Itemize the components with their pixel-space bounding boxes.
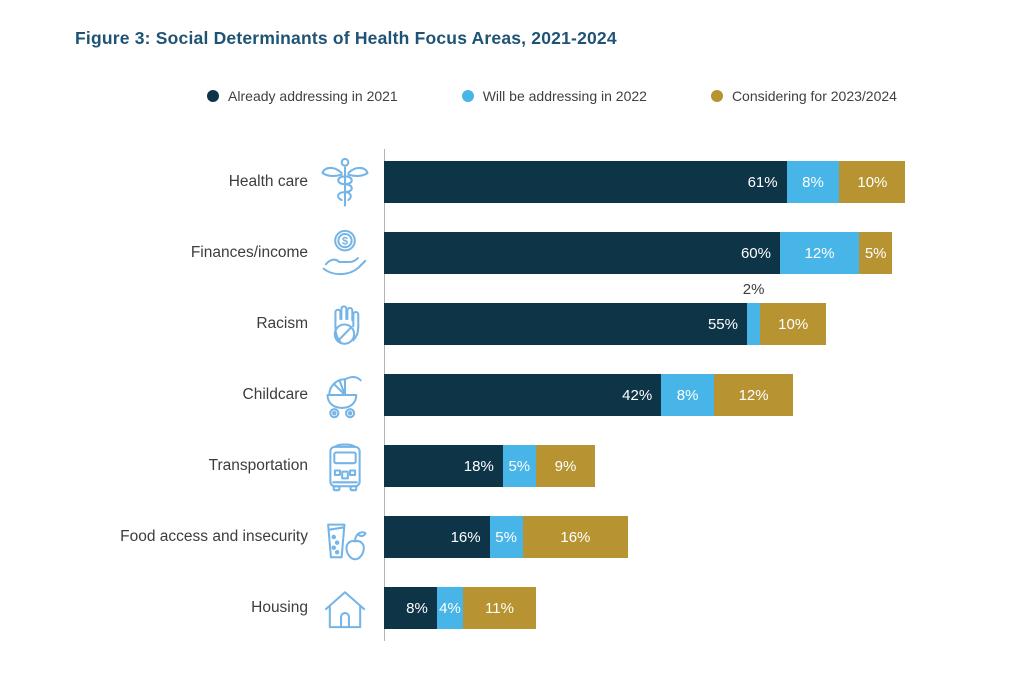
bar-segment-series-2: [502, 445, 536, 487]
bar-segment-series-1: [384, 516, 490, 558]
house-icon: [312, 580, 378, 636]
value-label: 16%: [560, 528, 591, 546]
bar-segment-series-2: [661, 374, 714, 416]
bar-segment-series-2: [489, 516, 523, 558]
bus-icon: [312, 438, 378, 494]
stroller-icon: [312, 367, 378, 423]
bar-segment-series-3: [463, 587, 536, 629]
value-label: 61%: [747, 173, 778, 191]
value-label: 8%: [802, 173, 824, 191]
chart-row: Finances/income $60% 12% 5%: [0, 229, 1024, 276]
bar-segment-series-1: [384, 161, 787, 203]
bar-segment-series-2: [747, 303, 761, 345]
value-label: 16%: [450, 528, 481, 546]
bar-segment-series-1: [384, 232, 780, 274]
bar-segment-series-2: [780, 232, 860, 274]
legend-item-will-2022: Will be addressing in 2022: [461, 88, 647, 104]
bar-segment-series-2: [786, 161, 840, 203]
coin-hand-icon: $: [312, 225, 378, 281]
category-label: Health care: [228, 173, 308, 190]
category-label: Transportation: [208, 457, 308, 474]
value-label: 55%: [707, 315, 738, 333]
chart-row: Health care 61% 8% 10%: [0, 157, 1024, 207]
svg-text:$: $: [342, 236, 349, 248]
value-label: 12%: [738, 386, 769, 404]
value-label: 2%: [742, 280, 765, 298]
chart-row: Racism 55% 2% 10%: [0, 281, 1024, 345]
bar-segment-series-3: [522, 516, 629, 558]
legend-dot-gold: [710, 90, 723, 102]
legend-dot-blue: [461, 90, 474, 102]
legend-label: Considering for 2023/2024: [731, 88, 897, 104]
chart-legend: Already addressing in 2021 Will be addre…: [120, 88, 984, 104]
category-label: Finances/income: [190, 244, 308, 261]
chart-row: Housing 8% 4% 11%: [0, 587, 1024, 629]
value-label: 10%: [857, 173, 888, 191]
caduceus-icon: [312, 154, 378, 210]
value-label: 5%: [864, 244, 887, 262]
bar-segment-series-1: [384, 587, 437, 629]
value-label: 5%: [495, 528, 517, 546]
legend-label: Already addressing in 2021: [228, 88, 398, 104]
legend-item-already-2021: Already addressing in 2021: [207, 88, 398, 104]
category-label: Racism: [256, 315, 308, 332]
value-label: 60%: [740, 244, 771, 262]
bar-segment-series-1: [384, 445, 503, 487]
value-label: 42%: [622, 386, 653, 404]
bar-segment-series-3: [760, 303, 827, 345]
category-label: Food access and insecurity: [120, 528, 308, 545]
value-label: 5%: [508, 457, 531, 475]
value-label: 8%: [676, 386, 699, 404]
chart-row: Childcare 42% 8% 12%: [0, 374, 1024, 419]
category-label: Childcare: [242, 386, 308, 403]
bar-segment-series-3: [535, 445, 596, 487]
value-label: 8%: [406, 599, 428, 617]
bar-segment-series-3: [839, 161, 906, 203]
value-label: 12%: [804, 244, 835, 262]
category-label: Housing: [251, 599, 308, 616]
value-label: 10%: [778, 315, 809, 333]
bar-segment-series-3: [859, 232, 893, 274]
bar-segment-series-3: [714, 374, 794, 416]
chart-row: Food access and insecurity 16% 5% 16%: [0, 516, 1024, 561]
chart-row: Transportation 18% 5% 9%: [0, 443, 1024, 492]
value-label: 11%: [485, 599, 514, 617]
value-label: 18%: [463, 457, 494, 475]
bar-segment-series-1: [384, 303, 747, 345]
food-drink-icon: [312, 509, 378, 565]
value-label: 9%: [554, 457, 577, 475]
legend-item-considering-2023: Considering for 2023/2024: [710, 88, 897, 104]
legend-dot-navy: [207, 90, 220, 102]
stop-hand-icon: [312, 296, 378, 352]
figure-title: Figure 3: Social Determinants of Health …: [75, 28, 617, 48]
value-label: 4%: [439, 599, 461, 617]
bar-segment-series-2: [436, 587, 464, 629]
bar-segment-series-1: [384, 374, 662, 416]
legend-label: Will be addressing in 2022: [482, 88, 647, 104]
